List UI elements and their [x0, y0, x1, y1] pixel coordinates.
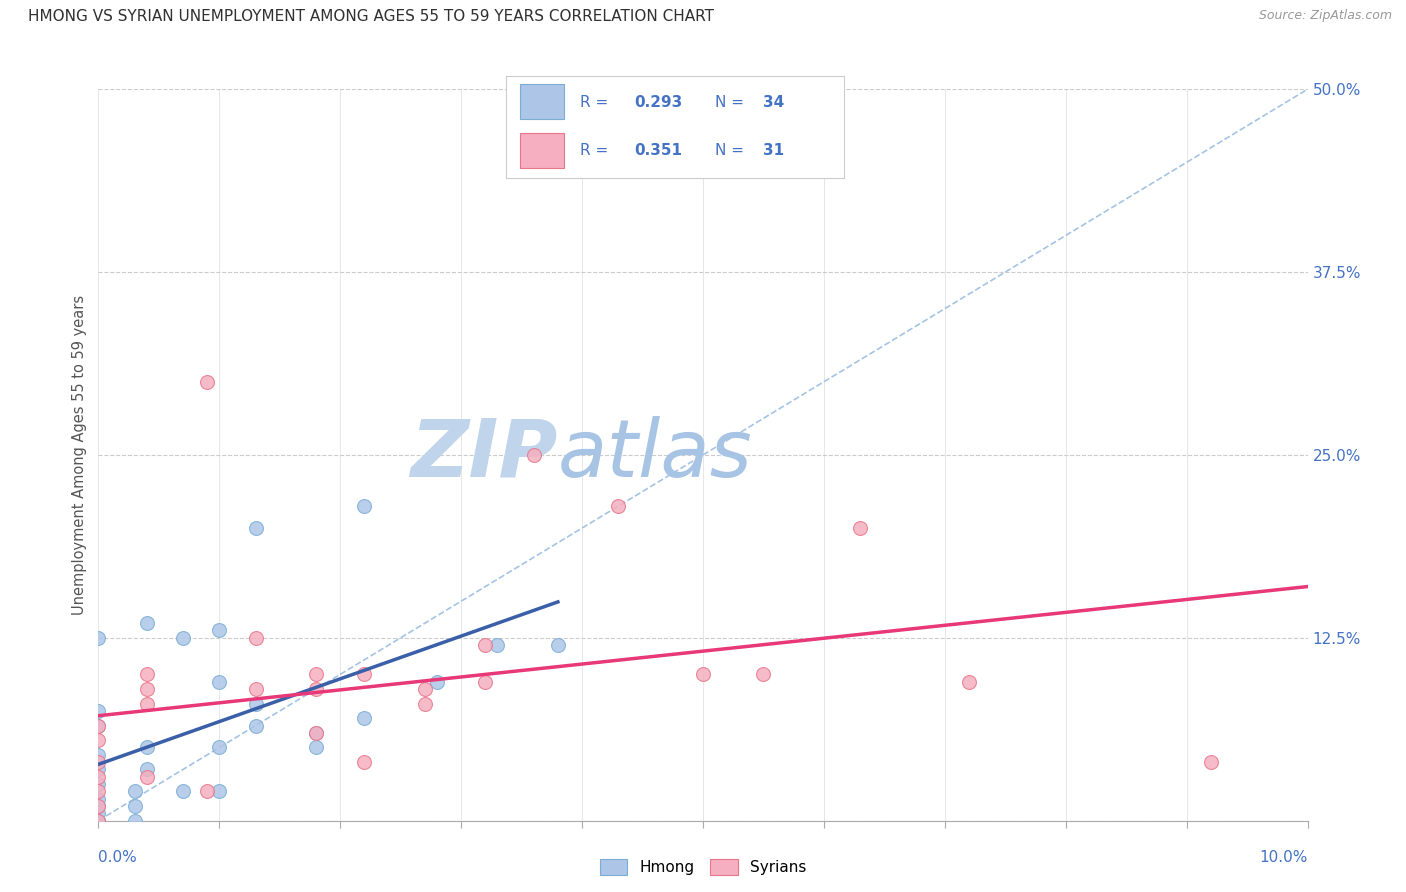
Point [124, 784, 146, 798]
Text: HMONG VS SYRIAN UNEMPLOYMENT AMONG AGES 55 TO 59 YEARS CORRELATION CHART: HMONG VS SYRIAN UNEMPLOYMENT AMONG AGES … [28, 9, 714, 24]
Point [353, 667, 375, 681]
Text: R =: R = [581, 144, 613, 158]
Point [523, 448, 546, 462]
Point [172, 631, 194, 645]
Text: atlas: atlas [558, 416, 752, 494]
Point [87, 814, 110, 828]
Point [195, 784, 218, 798]
Point [208, 624, 231, 638]
Point [87, 733, 110, 747]
Point [957, 674, 980, 689]
Legend: Hmong, Syrians: Hmong, Syrians [592, 851, 814, 882]
Point [135, 697, 157, 711]
Text: 31: 31 [762, 144, 783, 158]
Point [607, 499, 630, 513]
Point [124, 814, 146, 828]
Point [87, 631, 110, 645]
Point [208, 740, 231, 755]
Point [135, 616, 157, 631]
Point [208, 674, 231, 689]
Point [135, 667, 157, 681]
Point [305, 740, 328, 755]
Point [245, 697, 267, 711]
Point [353, 499, 375, 513]
Text: N =: N = [716, 95, 749, 110]
Point [87, 777, 110, 791]
Text: ZIP: ZIP [411, 416, 558, 494]
Y-axis label: Unemployment Among Ages 55 to 59 years: Unemployment Among Ages 55 to 59 years [72, 295, 87, 615]
Point [87, 791, 110, 805]
Point [692, 667, 714, 681]
Point [87, 718, 110, 732]
Point [135, 770, 157, 784]
Point [353, 755, 375, 769]
Point [87, 799, 110, 814]
Text: Source: ZipAtlas.com: Source: ZipAtlas.com [1258, 9, 1392, 22]
Point [426, 674, 449, 689]
Point [172, 784, 194, 798]
Text: 34: 34 [762, 95, 785, 110]
Point [1199, 755, 1222, 769]
Point [353, 711, 375, 725]
Point [547, 638, 569, 652]
Point [87, 718, 110, 732]
Point [87, 770, 110, 784]
Point [305, 667, 328, 681]
Text: R =: R = [581, 95, 613, 110]
Point [849, 521, 872, 535]
Point [87, 806, 110, 821]
Point [87, 704, 110, 718]
Point [474, 674, 496, 689]
Point [87, 747, 110, 762]
Point [752, 667, 775, 681]
Point [87, 814, 110, 828]
Point [245, 681, 267, 696]
Text: N =: N = [716, 144, 749, 158]
Point [208, 784, 231, 798]
Point [413, 681, 436, 696]
Text: 0.0%: 0.0% [98, 850, 138, 865]
Bar [520, 84, 564, 119]
Point [305, 681, 328, 696]
Point [245, 631, 267, 645]
Point [195, 375, 218, 389]
Point [87, 799, 110, 814]
Point [124, 799, 146, 814]
Point [305, 726, 328, 740]
Point [486, 638, 509, 652]
Point [135, 740, 157, 755]
Bar [520, 133, 564, 168]
Point [305, 726, 328, 740]
Point [474, 638, 496, 652]
Text: 0.293: 0.293 [634, 95, 683, 110]
Text: 0.351: 0.351 [634, 144, 682, 158]
Point [87, 784, 110, 798]
Point [245, 718, 267, 732]
Point [87, 814, 110, 828]
Point [87, 763, 110, 777]
Point [413, 697, 436, 711]
Point [135, 681, 157, 696]
Text: 10.0%: 10.0% [1260, 850, 1308, 865]
Point [135, 763, 157, 777]
Point [87, 814, 110, 828]
Point [87, 755, 110, 769]
Point [245, 521, 267, 535]
